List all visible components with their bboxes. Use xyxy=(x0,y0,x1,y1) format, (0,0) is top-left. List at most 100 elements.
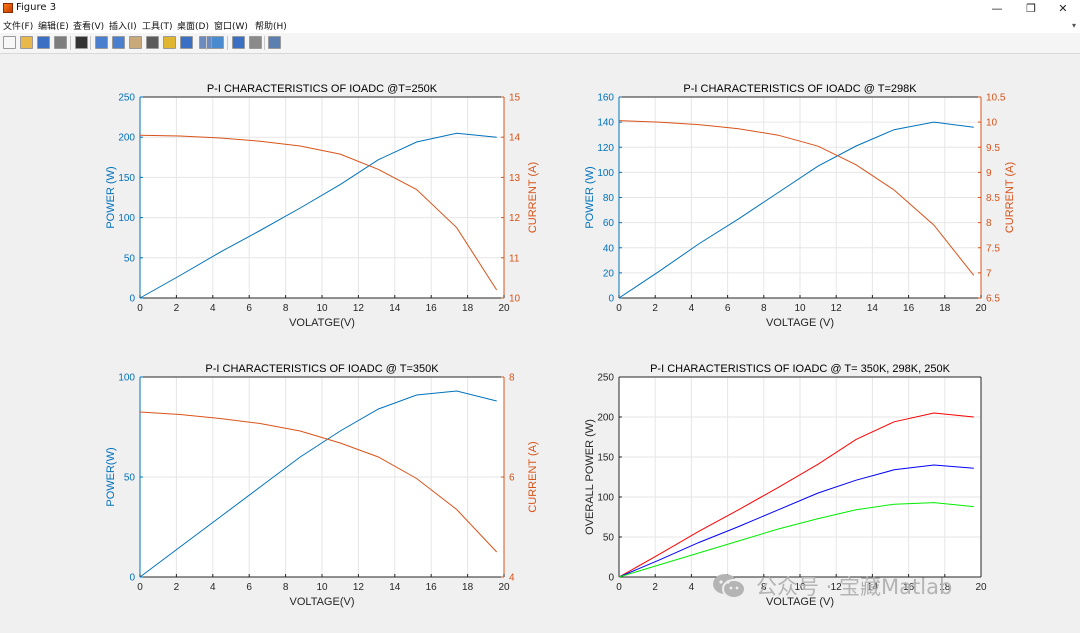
y-right-tick-label: 11 xyxy=(509,253,520,264)
x-tick-label: 4 xyxy=(210,582,216,593)
x-tick-label: 12 xyxy=(353,582,365,593)
x-tick-label: 0 xyxy=(616,303,622,314)
watermark: 公众号 · 宝藏Matlab xyxy=(712,568,952,604)
chart-title: P-I CHARACTERISTICS OF IOADC @ T= 350K, … xyxy=(650,363,950,375)
show-plot-tools-icon[interactable] xyxy=(268,36,281,49)
series-line-2 xyxy=(139,411,498,553)
x-tick-label: 0 xyxy=(137,303,143,314)
series-line-2 xyxy=(618,120,975,276)
x-tick-label: 2 xyxy=(174,303,180,314)
series-line-1 xyxy=(139,132,497,299)
x-tick-label: 8 xyxy=(761,303,767,314)
y-right-tick-label: 13 xyxy=(509,173,521,184)
x-tick-label: 16 xyxy=(903,303,915,314)
y-right-tick-label: 10.5 xyxy=(986,93,1006,104)
menu-view[interactable]: 查看(V) xyxy=(73,22,105,32)
y-tick-label: 250 xyxy=(597,373,614,384)
chart-4: 02468101214161820050100150200250P-I CHAR… xyxy=(584,363,987,608)
wechat-logo-icon xyxy=(712,573,746,599)
x-tick-label: 12 xyxy=(353,303,365,314)
x-tick-label: 16 xyxy=(903,582,915,593)
pan-hand-icon[interactable] xyxy=(129,36,142,49)
maximize-button[interactable]: ❐ xyxy=(1026,2,1036,15)
y-tick-label: 0 xyxy=(608,294,614,305)
y-right-tick-label: 4 xyxy=(509,573,515,584)
figure-canvas: 0 2 4 6 8 10 12 14 16 18 20 0 50 100 150 200 250 10 11 12 13… xyxy=(0,54,1080,629)
y-axis-label: OVERALL POWER (W) xyxy=(584,419,596,535)
rotate-3d-icon[interactable] xyxy=(146,36,159,49)
minimize-button[interactable]: — xyxy=(991,2,1003,15)
x-tick-label: 14 xyxy=(389,303,401,314)
y-right-tick-label: 8.5 xyxy=(986,193,1000,204)
x-tick-label: 2 xyxy=(174,582,180,593)
y-tick-label: 60 xyxy=(603,218,615,229)
series-line-1 xyxy=(618,412,974,578)
x-axis-label: VOLTAGE (V) xyxy=(766,317,834,329)
y-tick-label: 100 xyxy=(597,493,614,504)
menu-tools[interactable]: 工具(T) xyxy=(142,22,173,32)
x-tick-label: 6 xyxy=(246,582,252,593)
close-button[interactable]: ✕ xyxy=(1058,2,1068,15)
new-figure-icon[interactable] xyxy=(3,36,16,49)
x-tick-label: 0 xyxy=(137,582,143,593)
x-tick-label: 16 xyxy=(426,303,438,314)
x-tick-label: 18 xyxy=(939,303,951,314)
y-tick-label: 250 xyxy=(118,93,135,104)
y-tick-label: 0 xyxy=(129,573,135,584)
x-tick-label: 6 xyxy=(246,303,252,314)
legend-icon[interactable] xyxy=(232,36,245,49)
y-right-tick-label: 7 xyxy=(986,268,992,279)
print-icon[interactable] xyxy=(54,36,67,49)
y-tick-label: 100 xyxy=(597,168,614,179)
menu-help[interactable]: 帮助(H) xyxy=(255,22,287,32)
brush-icon[interactable] xyxy=(180,36,193,49)
x-tick-label: 4 xyxy=(689,582,695,593)
toolbar-separator xyxy=(227,36,228,50)
y-tick-label: 80 xyxy=(603,193,615,204)
y-right-tick-label: 6.5 xyxy=(986,294,1000,305)
y-right-tick-label: 9 xyxy=(986,168,992,179)
x-tick-label: 20 xyxy=(975,303,987,314)
y-right-tick-label: 6 xyxy=(509,473,515,484)
y-right-axis-label: CURRENT (A) xyxy=(527,441,539,512)
y-axis-label: POWER (W) xyxy=(584,166,596,228)
menu-edit[interactable]: 编辑(E) xyxy=(38,22,69,32)
y-right-tick-label: 10 xyxy=(986,118,998,129)
data-cursor-icon[interactable] xyxy=(163,36,176,49)
hide-plot-tools-icon[interactable] xyxy=(249,36,262,49)
series-line-3 xyxy=(618,502,974,578)
x-tick-label: 6 xyxy=(725,303,731,314)
y-tick-label: 140 xyxy=(597,118,614,129)
zoom-in-icon[interactable] xyxy=(95,36,108,49)
select-pointer-icon[interactable] xyxy=(75,36,88,49)
chart-title: P-I CHARACTERISTICS OF IOADC @ T=350K xyxy=(205,363,439,375)
y-tick-label: 120 xyxy=(597,143,614,154)
save-icon[interactable] xyxy=(37,36,50,49)
x-tick-label: 12 xyxy=(831,582,843,593)
x-tick-label: 4 xyxy=(689,303,695,314)
y-tick-label: 20 xyxy=(603,268,615,279)
toolbar-separator xyxy=(70,36,71,50)
menu-bar: 文件(F) 编辑(E) 查看(V) 插入(I) 工具(T) 桌面(D) 窗口(W… xyxy=(0,17,1080,33)
menu-insert[interactable]: 插入(I) xyxy=(109,22,137,32)
menu-desktop[interactable]: 桌面(D) xyxy=(177,22,209,32)
matlab-figure-icon xyxy=(3,3,13,13)
menu-window[interactable]: 窗口(W) xyxy=(214,22,248,32)
x-tick-label: 10 xyxy=(794,582,806,593)
y-right-tick-label: 15 xyxy=(509,93,521,104)
y-tick-label: 100 xyxy=(118,373,135,384)
window-title: Figure 3 xyxy=(16,2,57,13)
open-file-icon[interactable] xyxy=(20,36,33,49)
menu-overflow-arrow-icon[interactable]: ▾ xyxy=(1071,21,1076,30)
y-right-tick-label: 7.5 xyxy=(986,243,1000,254)
x-tick-label: 2 xyxy=(652,582,658,593)
menu-file[interactable]: 文件(F) xyxy=(3,22,34,32)
x-tick-label: 18 xyxy=(939,582,951,593)
colorbar-icon[interactable] xyxy=(211,36,224,49)
zoom-out-icon[interactable] xyxy=(112,36,125,49)
y-tick-label: 50 xyxy=(124,473,136,484)
series-line-1 xyxy=(618,121,974,299)
figure-plots: 0 2 4 6 8 10 12 14 16 18 2005010015020025010111213… xyxy=(105,83,1016,608)
y-tick-label: 150 xyxy=(597,453,614,464)
y-tick-label: 200 xyxy=(597,413,614,424)
